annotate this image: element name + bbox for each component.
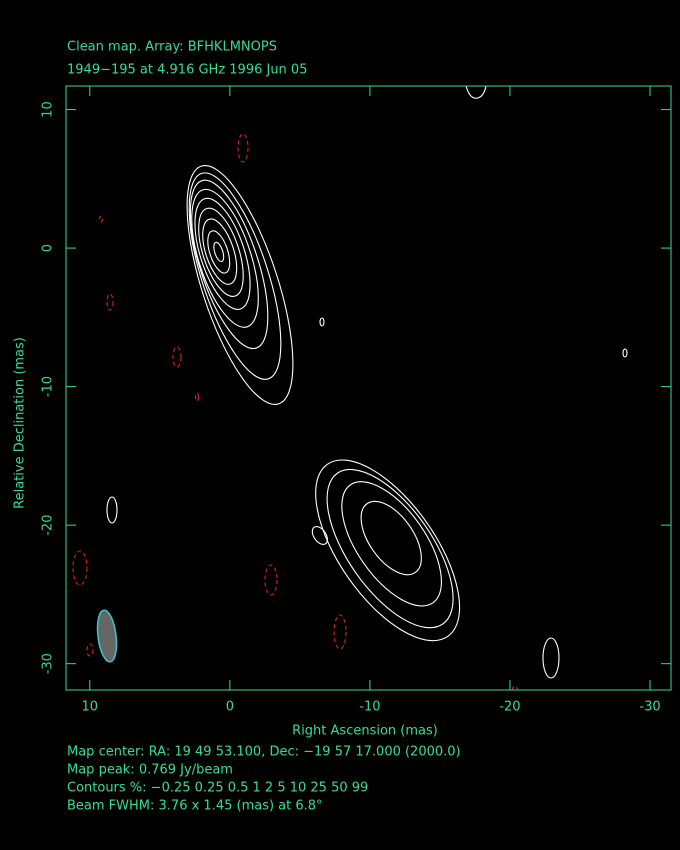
chart-subtitle: 1949−195 at 4.916 GHz 1996 Jun 05 xyxy=(67,63,307,78)
footer-note: Map center: RA: 19 49 53.100, Dec: −19 5… xyxy=(67,745,461,760)
y-tick-label: 0 xyxy=(41,244,56,252)
y-tick-label: -30 xyxy=(41,653,56,674)
x-tick-label: -30 xyxy=(639,700,660,715)
plot-frame xyxy=(65,85,672,691)
x-tick-label: -10 xyxy=(359,700,380,715)
contours xyxy=(72,85,628,691)
y-tick-label: -20 xyxy=(41,515,56,536)
chart-title: Clean map. Array: BFHKLMNOPS xyxy=(67,40,277,55)
y-tick-label: -10 xyxy=(41,376,56,397)
y-axis-label: Relative Declination (mas) xyxy=(13,337,28,509)
beam xyxy=(96,609,118,663)
x-tick-label: -20 xyxy=(499,700,520,715)
footer-note: Map peak: 0.769 Jy/beam xyxy=(67,763,233,778)
x-tick-label: 10 xyxy=(82,700,99,715)
y-tick-label: 10 xyxy=(41,101,56,118)
footer-note: Beam FWHM: 3.76 x 1.45 (mas) at 6.8° xyxy=(67,799,323,814)
footer-note: Contours %: −0.25 0.25 0.5 1 2 5 10 25 5… xyxy=(67,781,368,796)
x-tick-label: 0 xyxy=(226,700,234,715)
x-axis-label: Right Ascension (mas) xyxy=(292,724,438,739)
